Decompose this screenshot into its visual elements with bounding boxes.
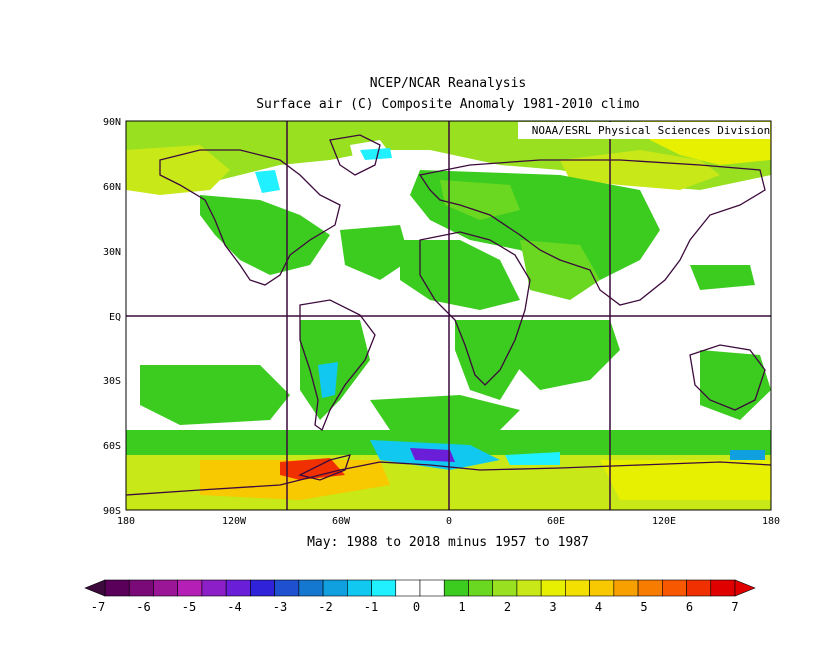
colorbar-swatch: [540, 579, 566, 597]
coast-greenland: [329, 134, 381, 176]
map-subtitle: Surface air (C) Composite Anomaly 1981-2…: [256, 97, 640, 112]
lat-label: 60N: [103, 182, 121, 193]
antarctica-east-warm: [600, 460, 771, 500]
colorbar-label: -6: [136, 600, 150, 614]
colorbar-left-arrow: [84, 579, 106, 597]
lat-label: 90N: [103, 117, 121, 128]
colorbar-label: -5: [182, 600, 196, 614]
arabia-green: [520, 240, 600, 300]
colorbar-swatch: [613, 579, 639, 597]
colorbar-swatch: [492, 579, 518, 597]
colorbar-swatch: [153, 579, 178, 597]
colorbar-swatch: [662, 579, 687, 597]
lon-label: 60W: [332, 516, 351, 527]
map-panel: NOAA/ESRL Physical Sciences Division: [125, 120, 772, 511]
colorbar-right-arrow: [734, 579, 756, 597]
credit-label: NOAA/ESRL Physical Sciences Division: [532, 124, 770, 137]
coast-eurasia: [418, 159, 766, 306]
colorbar-label: 4: [595, 600, 602, 614]
colorbar-swatch: [637, 579, 663, 597]
coast-africa: [419, 231, 531, 386]
north-america-green: [200, 195, 330, 275]
colorbar-label: -2: [318, 600, 332, 614]
pacific-n-green: [690, 265, 755, 290]
coast-north-america: [159, 149, 341, 286]
colorbar-swatch: [468, 579, 493, 597]
colorbar-label: 6: [686, 600, 693, 614]
coast-south-america: [299, 299, 376, 432]
colorbar-labels: -7 -6 -5 -4 -3 -2 -1 0 1 2 3 4 5 6 7: [91, 600, 739, 614]
colorbar-swatch: [419, 579, 445, 597]
colorbar-label: -3: [273, 600, 287, 614]
colorbar-swatch: [443, 579, 469, 597]
coast-australia: [689, 344, 766, 411]
colorbar-label: 0: [413, 600, 420, 614]
weddell-very-cold: [410, 448, 455, 462]
south-pacific-green: [140, 365, 290, 425]
lon-label: 120W: [222, 516, 247, 527]
colorbar-label: 3: [549, 600, 556, 614]
indian-ocean-green: [510, 320, 620, 390]
europe-warm: [440, 180, 520, 220]
colorbar-swatch: [347, 579, 372, 597]
colorbar-label: 2: [504, 600, 511, 614]
colorbar-label: -1: [364, 600, 378, 614]
colorbar-label: 7: [731, 600, 738, 614]
colorbar-swatch: [274, 579, 300, 597]
africa-green: [455, 320, 525, 400]
atlantic-n-green: [340, 225, 410, 280]
lon-label: 120E: [652, 516, 676, 527]
colorbar-swatch: [710, 579, 736, 597]
colorbar-swatches: [104, 579, 736, 597]
lon-labels: 180 120W 60W 0 60E 120E 180: [117, 516, 780, 527]
map-caption: May: 1988 to 2018 minus 1957 to 1987: [307, 535, 589, 550]
colorbar-swatch: [201, 579, 227, 597]
lat-label: 30N: [103, 247, 121, 258]
coastlines: [125, 134, 772, 496]
colorbar-swatch: [395, 579, 421, 597]
grid-lines: [126, 121, 771, 510]
colorbar-swatch: [686, 579, 712, 597]
colorbar-swatch: [177, 579, 203, 597]
lat-label: 60S: [103, 441, 121, 452]
colorbar-swatch: [225, 579, 251, 597]
argentina-cold: [318, 362, 338, 398]
colorbar-label: -4: [227, 600, 241, 614]
lat-label: EQ: [109, 312, 121, 323]
coast-antarctica: [125, 461, 772, 496]
east-cold-2: [730, 450, 765, 460]
coast-antarctic-peninsula: [298, 454, 351, 481]
colorbar-swatch: [516, 579, 542, 597]
lon-label: 60E: [547, 516, 565, 527]
colorbar-swatch: [250, 579, 275, 597]
lat-label: 30S: [103, 376, 121, 387]
colorbar-swatch: [322, 579, 348, 597]
lon-label: 0: [446, 516, 452, 527]
east-cold-1: [505, 452, 560, 465]
colorbar-swatch: [589, 579, 615, 597]
colorbar-swatch: [298, 579, 324, 597]
lat-label: 90S: [103, 506, 121, 517]
lat-labels: 90N 60N 30N EQ 30S 60S 90S: [103, 117, 121, 517]
lon-label: 180: [117, 516, 135, 527]
colorbar-swatch: [565, 579, 590, 597]
colorbar-swatch: [104, 579, 130, 597]
greenland-cold-patch: [360, 148, 392, 160]
colorbar: -7 -6 -5 -4 -3 -2 -1 0 1 2 3 4 5 6 7: [84, 579, 756, 614]
lon-label: 180: [762, 516, 780, 527]
map-frame: [125, 120, 772, 511]
colorbar-swatch: [371, 579, 397, 597]
map-title: NCEP/NCAR Reanalysis: [370, 76, 527, 91]
credit-box: [518, 122, 770, 139]
colorbar-swatch: [128, 579, 154, 597]
canada-cold-patch: [255, 170, 280, 193]
alaska-warm: [126, 145, 230, 195]
colorbar-label: 1: [458, 600, 465, 614]
south-atlantic-green: [370, 395, 520, 430]
colorbar-label: 5: [640, 600, 647, 614]
colorbar-label: -7: [91, 600, 105, 614]
